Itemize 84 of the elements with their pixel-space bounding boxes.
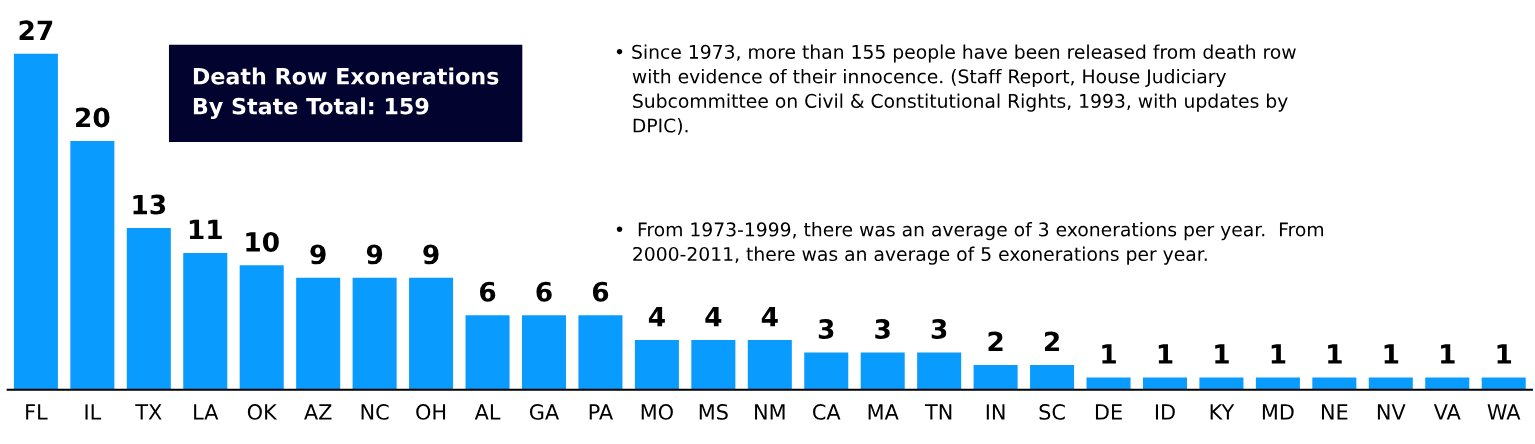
- annotation: • From 1973-1999, there was an average of 3 exonerations per year. From 2000-2011, there was an average of 5 exonerations per year.: [616, 222, 1323, 265]
- data-label: 27: [19, 20, 53, 40]
- bar: [917, 352, 962, 390]
- x-tick-label: AL: [474, 404, 501, 420]
- data-label: 10: [246, 231, 279, 252]
- data-label: 3: [931, 319, 947, 340]
- data-label: 9: [366, 244, 383, 265]
- bar: [1481, 377, 1526, 390]
- x-tick-label: OK: [247, 404, 278, 420]
- bar: [1086, 377, 1131, 390]
- data-label: 4: [648, 306, 665, 327]
- data-label: 3: [875, 319, 890, 340]
- data-label: 4: [761, 306, 778, 327]
- bar: [296, 277, 341, 390]
- x-tick-label: NV: [1377, 404, 1406, 420]
- bar: [1030, 364, 1075, 390]
- bar: [578, 315, 623, 390]
- text: Death Row Exonerations By State Total: 159: [193, 67, 499, 120]
- bar: [1142, 377, 1187, 390]
- x-tick-label: TN: [924, 404, 952, 420]
- data-label: 4: [705, 306, 722, 327]
- x-tick-label: NM: [755, 404, 785, 420]
- data-label: 13: [133, 194, 166, 215]
- x-tick-label: DE: [1095, 404, 1122, 420]
- data-label: 2: [1044, 331, 1059, 352]
- data-label: 1: [1215, 344, 1229, 364]
- data-label: 6: [536, 281, 552, 302]
- bar: [409, 277, 454, 390]
- x-tick-label: OH: [416, 404, 446, 420]
- x-tick-label: FL: [26, 404, 48, 420]
- data-label: 6: [592, 281, 609, 302]
- data-label: 1: [1271, 344, 1286, 364]
- bar: [1255, 377, 1300, 390]
- data-label: 9: [310, 244, 326, 265]
- data-label: 1: [1328, 344, 1342, 364]
- bar: [465, 315, 510, 390]
- x-tick-label: ID: [1155, 404, 1175, 420]
- x-tick-label: LA: [194, 404, 219, 420]
- data-label: 1: [1102, 344, 1116, 364]
- x-tick-label: CA: [813, 404, 841, 420]
- x-tick-label: MS: [699, 404, 728, 420]
- x-tick-label: KY: [1210, 404, 1235, 420]
- data-label: 2: [988, 331, 1003, 352]
- bar: [183, 252, 228, 390]
- bar: [1425, 377, 1470, 390]
- x-tick-label: IN: [986, 404, 1005, 420]
- bar: [691, 340, 736, 390]
- x-tick-label: TX: [135, 404, 162, 420]
- data-label: 11: [189, 219, 222, 240]
- data-label: 1: [1384, 344, 1399, 364]
- x-tick-label: SC: [1039, 404, 1065, 420]
- bar: [634, 340, 679, 390]
- bar: [1368, 377, 1413, 390]
- data-label: 3: [818, 319, 834, 340]
- x-tick-label: WA: [1487, 404, 1521, 420]
- bar: [973, 364, 1018, 390]
- bar: [352, 277, 397, 390]
- bar: [13, 53, 58, 390]
- x-tick-label: NC: [361, 404, 389, 420]
- x-tick-label: AZ: [304, 404, 332, 420]
- bar: [747, 340, 792, 390]
- bar: [1199, 377, 1244, 390]
- annotation: • Since 1973, more than 155 people have been released from death row with evidence of their innocence. (Staff Report, House Judiciary Subcommittee on Civil & Constitutional Rights, 1993, with updates by DPIC).: [616, 44, 1296, 135]
- bar: [804, 352, 849, 390]
- x-tick-label: MD: [1262, 404, 1294, 420]
- data-label: 1: [1441, 344, 1455, 364]
- bar: [521, 315, 566, 390]
- x-tick-label: MO: [641, 404, 673, 420]
- bar: [860, 352, 905, 390]
- data-label: 20: [76, 107, 110, 128]
- bar: [126, 228, 171, 390]
- data-label: 9: [423, 244, 439, 265]
- bar: [239, 265, 284, 390]
- x-tick-label: VA: [1433, 404, 1461, 420]
- bar: [70, 140, 115, 390]
- bar: [1312, 377, 1357, 390]
- data-label: 1: [1497, 344, 1512, 364]
- x-tick-label: PA: [589, 404, 614, 420]
- x-tick-label: IL: [85, 404, 102, 420]
- data-label: 6: [479, 281, 496, 302]
- data-label: 1: [1158, 344, 1173, 364]
- x-tick-label: GA: [529, 404, 560, 420]
- x-tick-label: MA: [868, 404, 899, 420]
- x-tick-label: NE: [1322, 404, 1348, 420]
